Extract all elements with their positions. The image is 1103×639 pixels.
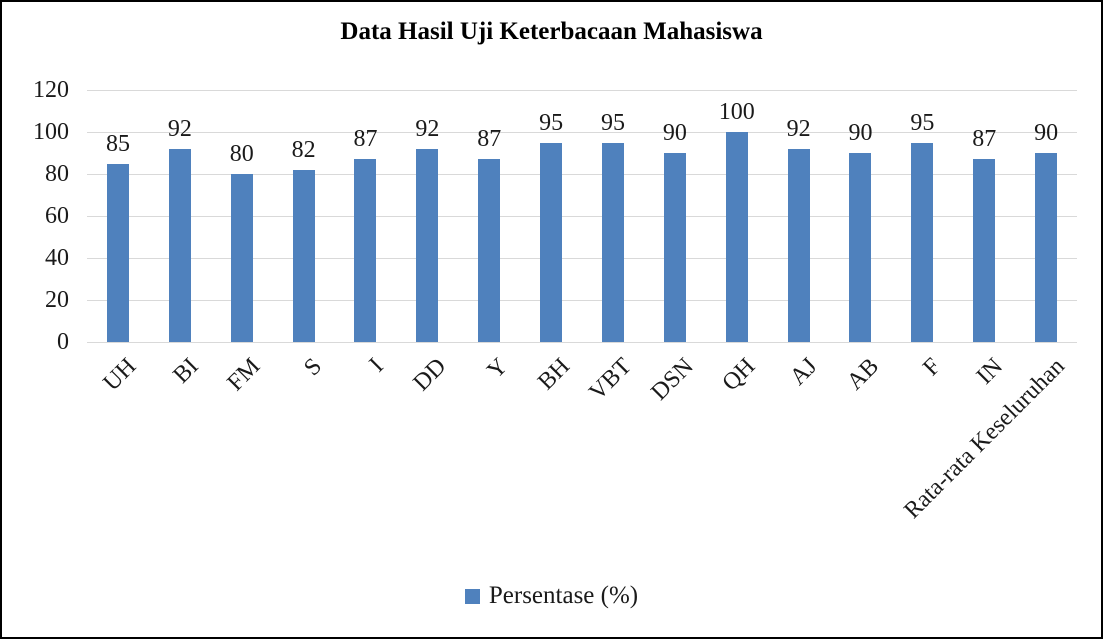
bar-value-label: 82	[291, 136, 316, 163]
legend-swatch-icon	[464, 588, 480, 604]
x-tick-label: FM	[222, 353, 266, 397]
bar-value-label: 92	[415, 115, 440, 142]
bar-VBT	[601, 142, 624, 342]
bar-Y	[478, 159, 501, 342]
y-tick-label: 40	[45, 245, 69, 271]
y-tick-label: 100	[33, 119, 69, 145]
bar-BI	[168, 148, 191, 342]
bar-I	[354, 159, 377, 342]
x-tick-label: AJ	[784, 353, 823, 391]
y-tick-label: 80	[45, 161, 69, 187]
x-tick-label: Y	[482, 353, 513, 384]
bar-Rata-rata Keseluruhan	[1035, 153, 1058, 342]
bar-value-label: 100	[718, 99, 755, 125]
bar-value-label: 87	[972, 126, 997, 153]
y-tick-label: 120	[33, 77, 69, 103]
chart-title: Data Hasil Uji Keterbacaan Mahasiswa	[340, 18, 763, 45]
bar-value-label: 95	[600, 109, 625, 136]
bar-value-label: 92	[786, 115, 811, 142]
bar-value-label: 90	[662, 120, 687, 146]
gridline-y-20	[87, 299, 1077, 301]
bar-S	[292, 169, 315, 342]
bar-value-label: 90	[848, 120, 873, 146]
x-tick-label: S	[299, 353, 328, 382]
x-tick-label: VBT	[584, 353, 637, 406]
y-tick-label: 20	[45, 287, 69, 313]
bar-DD	[416, 148, 439, 342]
y-tick-label: 60	[45, 203, 69, 229]
bar-value-label: 95	[910, 109, 935, 136]
y-tick-label: 0	[57, 329, 69, 355]
x-tick-label: I	[365, 353, 390, 378]
bar-AJ	[787, 148, 810, 342]
gridline-y-60	[87, 215, 1077, 217]
legend-label: Persentase (%)	[488, 582, 639, 609]
gridline-y-0	[87, 341, 1077, 343]
x-tick-label: BI	[168, 353, 204, 389]
bar-value-label: 80	[229, 141, 254, 167]
gridline-y-100	[87, 131, 1077, 133]
x-tick-label: BH	[532, 353, 575, 396]
bar-UH	[106, 163, 129, 342]
bar-value-label: 92	[167, 115, 192, 142]
x-tick-label: QH	[717, 353, 761, 397]
legend: Persentase (%)	[2, 582, 1101, 610]
x-tick-label: F	[918, 353, 946, 382]
bar-QH	[725, 132, 748, 342]
bar-FM	[230, 174, 253, 342]
x-tick-label: AB	[842, 353, 885, 396]
bar-value-label: 85	[105, 130, 130, 157]
gridline-y-40	[87, 257, 1077, 259]
bar-F	[911, 142, 934, 342]
bar-DSN	[663, 153, 686, 342]
x-tick-label: DSN	[646, 353, 699, 406]
bar-value-label: 87	[353, 126, 378, 153]
bar-AB	[849, 153, 872, 342]
x-tick-label: IN	[971, 353, 1008, 390]
bar-value-label: 87	[477, 126, 502, 153]
bar-value-label: 90	[1034, 120, 1059, 146]
gridline-y-120	[87, 89, 1077, 91]
x-tick-label: DD	[408, 353, 451, 397]
bar-BH	[540, 142, 563, 342]
bar-value-label: 95	[539, 109, 564, 136]
bar-IN	[973, 159, 996, 342]
gridline-y-80	[87, 173, 1077, 175]
x-tick-label: UH	[98, 353, 142, 397]
plot-area	[87, 89, 1077, 343]
